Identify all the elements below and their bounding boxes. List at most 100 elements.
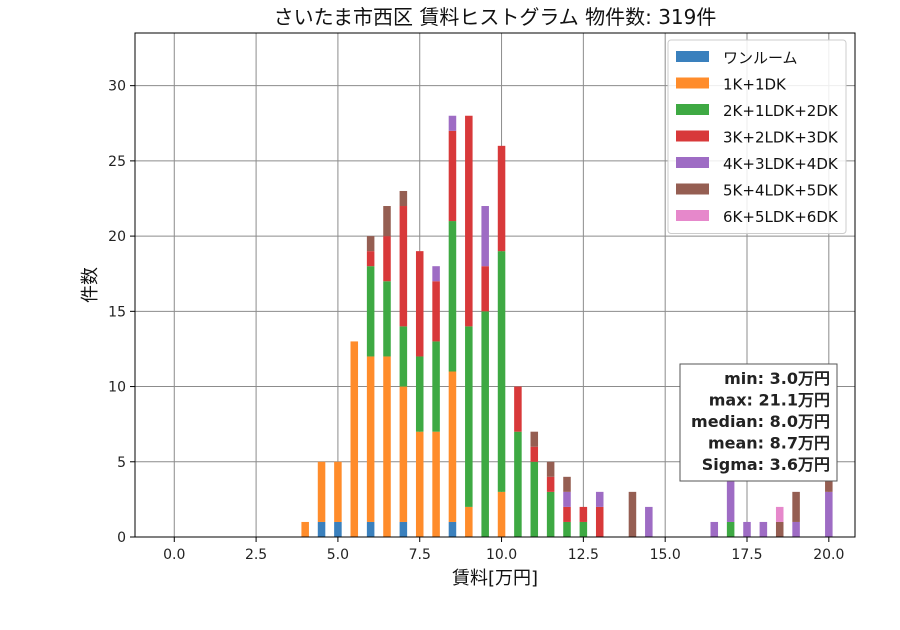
y-axis-label: 件数: [80, 267, 101, 303]
bar-s0-x12: [366, 521, 375, 537]
x-axis-label: 賃料[万円]: [452, 568, 538, 589]
bar-s0-x16: [399, 521, 408, 537]
bar-s1-x24: [465, 506, 473, 537]
legend-swatch-0: [676, 51, 709, 62]
bar-s3-x26: [481, 266, 489, 312]
y-tick-label-4: 20: [108, 229, 126, 245]
x-tick-label-0: 0.0: [163, 547, 185, 563]
legend-swatch-5: [676, 183, 709, 195]
bar-s1-x12: [366, 356, 375, 522]
bar-s2-x20: [432, 341, 440, 432]
bar-s4-x46: [645, 506, 653, 537]
bar-s2-x56: [726, 521, 735, 537]
bar-s4-x60: [759, 521, 768, 537]
bar-s2-x36: [563, 521, 571, 537]
bar-s5-x14: [383, 206, 391, 237]
bar-s3-x18: [415, 251, 424, 357]
bar-s6-x62: [775, 506, 784, 522]
x-tick-label-4: 10.0: [486, 547, 517, 563]
bar-s2-x38: [579, 521, 588, 537]
bar-s3-x16: [399, 206, 408, 327]
stats-median: median: 8.0万円: [691, 412, 830, 431]
bar-s3-x12: [366, 251, 375, 267]
legend-swatch-6: [676, 210, 709, 221]
legend-swatch-3: [676, 130, 709, 142]
stats-sigma: Sigma: 3.6万円: [702, 455, 830, 474]
bar-s2-x26: [481, 311, 489, 537]
stats-max: max: 21.1万円: [709, 391, 830, 410]
bar-s3-x14: [383, 236, 391, 282]
y-tick-label-3: 15: [108, 304, 126, 320]
y-axis-ticks: 0 5 10 15 20 25 30: [108, 79, 135, 546]
bar-s1-x28: [497, 491, 506, 537]
bar-s3-x34: [546, 476, 555, 492]
bar-s5-x36: [563, 476, 571, 492]
bar-s1-x8: [334, 461, 342, 522]
bar-s4-x54: [710, 521, 719, 537]
bar-s4-x26: [481, 206, 489, 267]
bar-s3-x28: [497, 145, 506, 252]
bar-s2-x24: [465, 326, 473, 507]
bar-s5-x34: [546, 461, 555, 477]
bar-s4-x64: [792, 521, 800, 537]
bar-s1-x20: [432, 431, 440, 537]
bar-s5-x44: [628, 491, 637, 537]
bar-s2-x18: [415, 356, 424, 432]
bar-s4-x68: [825, 491, 833, 537]
bar-s1-x18: [415, 431, 424, 537]
bar-s2-x12: [366, 266, 375, 357]
bar-s5-x64: [792, 491, 800, 522]
stats-box-frame: [679, 363, 838, 482]
legend-swatch-1: [676, 77, 709, 89]
bar-s2-x14: [383, 281, 391, 357]
legend: ワンルーム 1K+1DK 2K+1LDK+2DK 3K+2LDK+3DK 4K+3LDK…: [667, 39, 847, 234]
bar-s1-x14: [383, 356, 391, 537]
x-tick-label-8: 20.0: [813, 547, 844, 563]
bar-s4-x22: [448, 115, 457, 131]
bars-group: [301, 115, 833, 537]
legend-label-3: 3K+2LDK+3DK: [723, 129, 839, 147]
bar-s3-x24: [465, 115, 473, 327]
bar-s2-x16: [399, 326, 408, 387]
stats-mean: mean: 8.7万円: [708, 434, 830, 453]
bar-s5-x68: [825, 476, 833, 492]
bar-s3-x32: [530, 446, 539, 462]
x-tick-label-1: 2.5: [245, 547, 267, 563]
legend-label-0: ワンルーム: [723, 49, 798, 67]
x-tick-label-5: 12.5: [568, 547, 599, 563]
stats-box: min: 3.0万円 max: 21.1万円 median: 8.0万円 mean: …: [679, 363, 838, 482]
bar-s4-x20: [432, 266, 440, 282]
legend-box: [667, 39, 847, 234]
stats-min: min: 3.0万円: [724, 369, 830, 388]
legend-label-4: 4K+3LDK+4DK: [723, 155, 839, 173]
bar-s5-x16: [399, 190, 408, 207]
bar-s3-x20: [432, 281, 440, 342]
bar-s1-x10: [350, 341, 359, 537]
bar-s0-x22: [448, 521, 457, 537]
bar-s3-x40: [595, 506, 604, 537]
y-tick-label-5: 25: [108, 154, 126, 170]
axes-border: [134, 32, 856, 538]
legend-label-5: 5K+4LDK+5DK: [723, 182, 839, 200]
bar-s4-x56: [726, 476, 735, 522]
y-tick-label-1: 5: [117, 455, 126, 471]
bar-s4-x58: [743, 521, 751, 537]
legend-swatch-4: [676, 157, 709, 168]
y-tick-label-0: 0: [117, 530, 126, 546]
bar-s2-x28: [497, 251, 506, 492]
legend-swatch-2: [676, 104, 709, 115]
bar-s5-x62: [775, 521, 784, 537]
bar-s3-x36: [563, 506, 571, 522]
bar-s0-x6: [317, 521, 326, 537]
bar-s1-x16: [399, 386, 408, 522]
bar-s3-x38: [579, 506, 588, 522]
axes-frame: [134, 32, 856, 538]
y-tick-label-2: 10: [108, 380, 126, 396]
legend-label-6: 6K+5LDK+6DK: [723, 208, 839, 226]
x-tick-label-7: 17.5: [731, 547, 762, 563]
bar-s2-x32: [530, 461, 539, 537]
x-tick-label-6: 15.0: [650, 547, 681, 563]
bar-s2-x30: [514, 431, 522, 537]
bar-s5-x12: [366, 236, 375, 252]
